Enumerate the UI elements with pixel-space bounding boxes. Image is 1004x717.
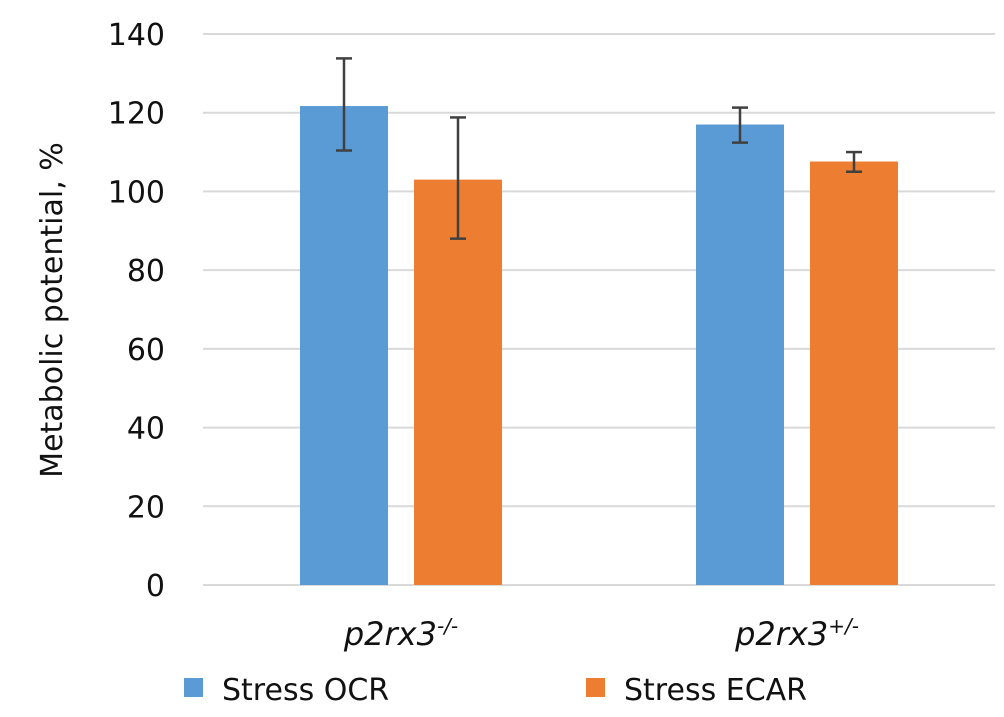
x-tick-label: p2rx3-/- xyxy=(343,614,458,653)
y-tick-label: 20 xyxy=(127,490,165,525)
y-tick-label: 140 xyxy=(108,18,165,53)
legend-label: Stress ECAR xyxy=(624,673,807,708)
y-tick-label: 0 xyxy=(146,569,165,604)
legend-label: Stress OCR xyxy=(222,673,389,708)
y-tick-label: 60 xyxy=(127,333,165,368)
y-axis-label: Metabolic potential, % xyxy=(35,142,70,478)
y-tick-label: 40 xyxy=(127,412,165,447)
legend-swatch xyxy=(586,678,605,697)
bar xyxy=(696,124,784,586)
legend-swatch xyxy=(184,678,203,697)
bar xyxy=(414,179,502,585)
bar xyxy=(300,106,388,586)
x-tick-label: p2rx3+/- xyxy=(734,614,859,653)
y-tick-label: 80 xyxy=(127,254,165,289)
y-tick-label: 120 xyxy=(108,97,165,132)
bar xyxy=(810,161,898,585)
y-tick-label: 100 xyxy=(108,175,165,210)
